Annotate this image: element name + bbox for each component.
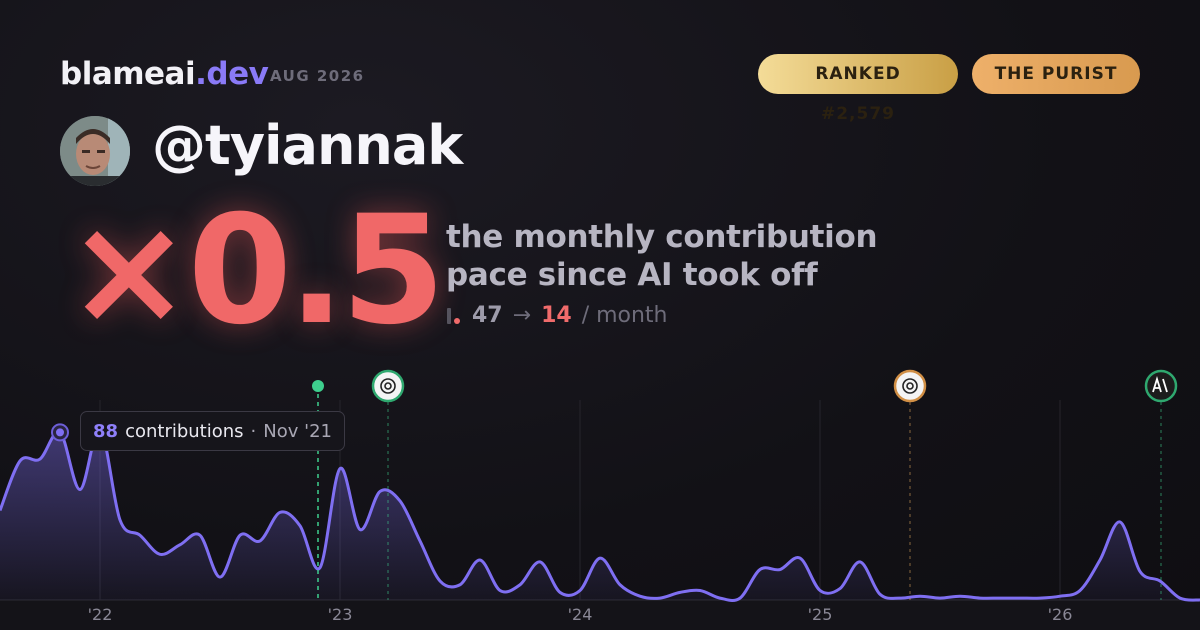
x-tick-label: '22 bbox=[88, 605, 113, 624]
arrow: → bbox=[512, 303, 532, 328]
x-tick-label: '26 bbox=[1048, 605, 1073, 624]
area-line bbox=[0, 427, 1200, 603]
tooltip-separator: · bbox=[250, 420, 257, 442]
hover-point bbox=[56, 428, 64, 437]
unit: / month bbox=[581, 303, 668, 328]
x-tick-label: '24 bbox=[568, 605, 593, 624]
tooltip: 88 contributions · Nov '21 bbox=[80, 411, 345, 451]
brand-name: blameai bbox=[60, 56, 196, 92]
tooltip-date: Nov '21 bbox=[263, 420, 332, 442]
event-dot bbox=[312, 380, 324, 392]
date: AUG 2026 bbox=[270, 67, 365, 85]
anthropic-icon bbox=[1144, 369, 1178, 403]
persona-badge: THE PURIST bbox=[972, 54, 1140, 94]
openai-glyph bbox=[380, 378, 396, 394]
x-axis-band bbox=[0, 600, 1200, 630]
description-line: the monthly contribution bbox=[446, 219, 878, 255]
avatar bbox=[60, 116, 130, 186]
anthropic-glyph bbox=[1152, 375, 1168, 393]
area-fill bbox=[0, 428, 1200, 601]
openai-icon bbox=[371, 369, 405, 403]
tooltip-value: 88 bbox=[93, 420, 119, 442]
openai-glyph bbox=[902, 378, 918, 394]
brand: blameai.dev bbox=[60, 56, 269, 92]
x-tick-label: '25 bbox=[808, 605, 833, 624]
before-value: 47 bbox=[472, 303, 503, 328]
pace-stats: 47 → 14 / month bbox=[446, 303, 668, 328]
pace-icon bbox=[447, 307, 460, 324]
rank-badge: RANKED #2,579 bbox=[758, 54, 958, 124]
ai-events bbox=[312, 369, 1178, 600]
avatar-image bbox=[60, 116, 130, 186]
tooltip-label: contributions bbox=[125, 420, 244, 442]
username: @tyiannak bbox=[152, 114, 463, 177]
after-value: 14 bbox=[541, 303, 572, 328]
multiplier: ×0.5 bbox=[66, 184, 445, 358]
x-tick-label: '23 bbox=[328, 605, 353, 624]
description-line: pace since AI took off bbox=[446, 257, 818, 293]
brand-suffix: .dev bbox=[195, 56, 269, 92]
openai-icon bbox=[893, 369, 927, 403]
